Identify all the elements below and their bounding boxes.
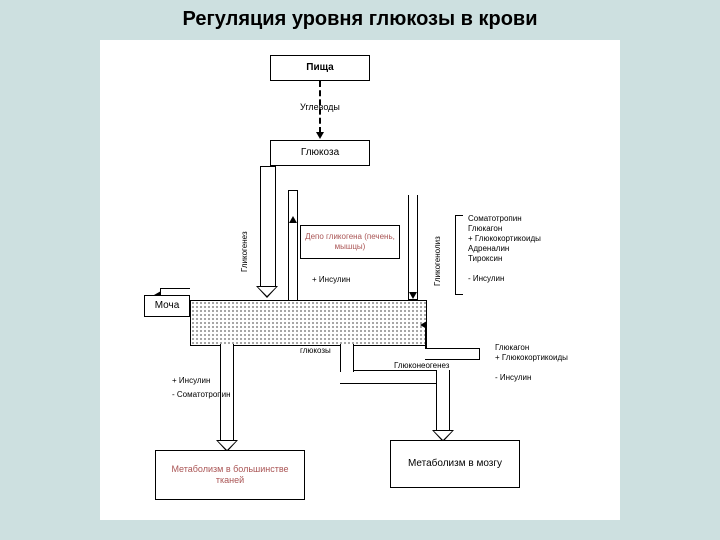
pipe-to-brain-h [340,370,450,384]
glucose-band [190,300,427,346]
node-urine: Моча [144,295,190,317]
label-hormones-right: Соматотропин Глюкагон + Глюкокортикоиды … [468,214,541,284]
pipe-glycogenolysis [408,195,418,300]
node-food: Пища [270,55,370,81]
page-title: Регуляция уровня глюкозы в крови [0,8,720,31]
pipe-band-to-h [340,344,354,372]
node-food-label: Пища [306,62,333,74]
node-met-brain-label: Метаболизм в мозгу [408,458,502,470]
page: Регуляция уровня глюкозы в крови Пища Уг… [0,0,720,540]
node-metabolism-brain: Метаболизм в мозгу [390,440,520,488]
label-insulin-plus: + Инсулин [312,275,350,285]
node-urine-label: Моча [155,300,180,312]
pipe-to-brain-v [436,370,450,434]
arrow-food-glucose-head [316,132,324,139]
arrow-glycogenolysis-head [409,292,417,299]
label-carbs: Углеводы [300,102,340,113]
pipe-gluconeogenesis [425,348,480,360]
label-glycogenolysis: Гликогенолиз [433,236,443,286]
pipe-glucose-down-head [256,286,278,298]
label-glycogenesis: Гликогенез [240,231,250,272]
node-glucose: Глюкоза [270,140,370,166]
node-metabolism-tissues: Метаболизм в большинстве тканей [155,450,305,500]
pipe-glycogenesis [288,190,298,300]
node-met-tissues-label: Метаболизм в большинстве тканей [158,464,302,487]
gluconeo-up [425,323,427,349]
label-glucose-band: глюкозы [300,346,331,356]
arrow-glycogenesis-head [289,216,297,223]
node-glucose-label: Глюкоза [301,147,339,159]
label-insulin-plus2: + Инсулин [172,376,210,386]
node-glycogen-depot: Депо гликогена (печень, мышцы) [300,225,400,259]
bracket-hormones [455,215,463,295]
label-glucagon-gluco: Глюкагон + Глюкокортикоиды - Инсулин [495,343,568,383]
node-glycogen-label: Депо гликогена (печень, мышцы) [303,232,397,252]
label-somatotropin-minus: - Соматотропин [172,390,231,400]
diagram-canvas: Пища Углеводы Глюкоза Депо гликогена (пе… [100,40,620,520]
pipe-glucose-down [260,166,276,287]
